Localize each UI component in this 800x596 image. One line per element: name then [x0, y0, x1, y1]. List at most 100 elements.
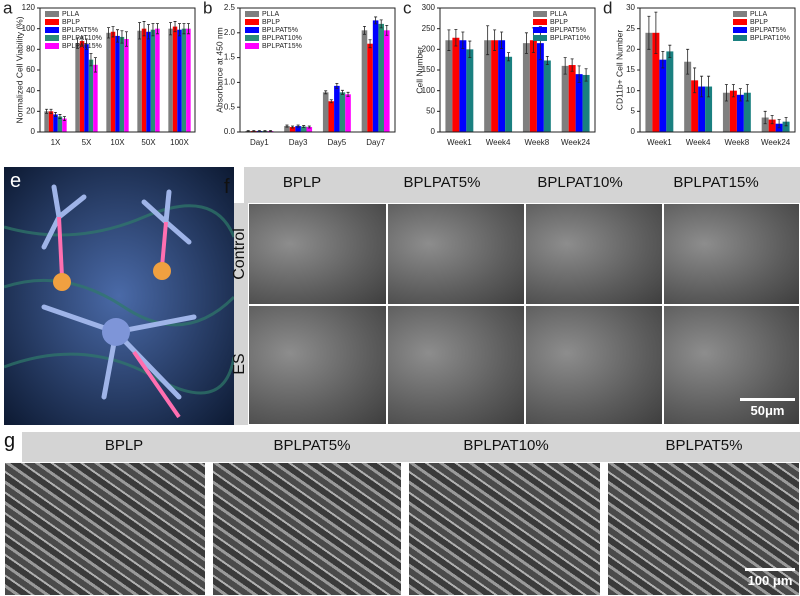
- y-tick-label: 25: [626, 24, 635, 33]
- legend-swatch: [245, 27, 259, 33]
- bar: [62, 118, 67, 132]
- column-label: BPLP: [104, 437, 144, 454]
- sem-image: [4, 462, 206, 596]
- error-bar: [486, 25, 490, 56]
- bar: [575, 74, 583, 132]
- bar: [459, 40, 467, 132]
- scale-label: 100 μm: [747, 573, 793, 588]
- error-bar: [178, 23, 181, 37]
- panel-letter: g: [4, 430, 16, 452]
- bar: [155, 28, 160, 133]
- bar: [498, 40, 506, 132]
- error-bar: [155, 23, 159, 35]
- y-tick-label: 0.0: [224, 127, 236, 136]
- error-bar: [85, 38, 88, 50]
- legend-label: BPLPAT5%: [262, 27, 298, 34]
- error-bar: [745, 84, 749, 102]
- error-bar: [570, 58, 574, 72]
- y-axis-label: Cell Number: [414, 46, 424, 93]
- error-bar: [93, 57, 97, 73]
- error-bar: [324, 90, 328, 95]
- bar: [568, 65, 576, 132]
- x-tick-label: Week4: [486, 138, 511, 147]
- bar: [491, 40, 499, 132]
- bar: [684, 61, 692, 132]
- error-bar: [468, 40, 472, 58]
- y-tick-label: 200: [422, 44, 436, 53]
- row-label: ES: [231, 353, 248, 375]
- y-axis-label: Absorbance at 450 nm: [214, 27, 224, 113]
- error-bar: [173, 21, 177, 33]
- bar: [137, 30, 142, 132]
- error-bar: [368, 39, 372, 49]
- bar: [529, 40, 537, 132]
- error-bar: [545, 55, 549, 66]
- x-tick-label: 100X: [170, 138, 189, 147]
- error-bar: [335, 82, 339, 89]
- legend-swatch: [733, 11, 747, 17]
- bar: [289, 127, 296, 132]
- y-tick-label: 120: [22, 3, 36, 12]
- bar: [729, 90, 737, 132]
- error-bar: [62, 116, 66, 122]
- bar: [328, 101, 335, 132]
- legend-label: BPLP: [550, 19, 568, 26]
- y-tick-label: 80: [26, 44, 35, 53]
- row-label: Control: [231, 228, 248, 280]
- x-tick-label: Day7: [366, 138, 385, 147]
- x-tick-label: Day5: [328, 138, 347, 147]
- x-tick-label: 50X: [141, 138, 156, 147]
- x-tick-label: Week24: [761, 138, 791, 147]
- error-bar: [524, 32, 528, 54]
- legend-swatch: [245, 19, 259, 25]
- legend-swatch: [533, 27, 547, 33]
- bar: [666, 51, 674, 132]
- bar: [295, 126, 301, 132]
- error-bar: [500, 31, 504, 49]
- bar: [57, 116, 63, 132]
- error-bar: [120, 30, 124, 44]
- scale-label: 50μm: [750, 403, 785, 418]
- error-bar: [142, 21, 146, 37]
- error-bar: [379, 19, 383, 29]
- sem-image: [248, 305, 387, 425]
- panel-letter: c: [403, 0, 412, 17]
- x-tick-label: Day1: [250, 138, 269, 147]
- x-tick-label: Week24: [561, 138, 591, 147]
- y-axis-label: Normalized Cell Viability (%): [14, 16, 24, 123]
- column-label: BPLP: [282, 174, 322, 191]
- bar: [322, 92, 329, 132]
- y-tick-label: 60: [26, 65, 35, 74]
- error-bar: [454, 29, 458, 47]
- legend-swatch: [533, 19, 547, 25]
- legend-label: BPLPAT10%: [62, 35, 102, 42]
- bar: [115, 35, 120, 132]
- bar: [522, 43, 530, 133]
- y-tick-label: 20: [26, 106, 35, 115]
- error-bar: [169, 22, 173, 36]
- legend-label: PLLA: [550, 11, 567, 18]
- legend-swatch: [45, 35, 59, 41]
- y-tick-label: 40: [26, 86, 35, 95]
- y-tick-label: 0: [431, 127, 436, 136]
- bar: [306, 127, 313, 132]
- y-tick-label: 5: [631, 106, 636, 115]
- error-bar: [770, 115, 774, 125]
- sem-image: [408, 462, 601, 596]
- legend-label: PLLA: [750, 11, 767, 18]
- bar: [88, 59, 94, 132]
- error-bar: [182, 23, 186, 35]
- bar: [768, 119, 776, 132]
- bar: [172, 26, 178, 133]
- bar: [698, 86, 706, 132]
- bar: [452, 37, 460, 133]
- y-tick-label: 100: [422, 86, 436, 95]
- bar: [110, 31, 116, 133]
- legend-swatch: [533, 35, 547, 41]
- bar: [505, 56, 513, 133]
- panel-letter: d: [603, 0, 612, 17]
- sem-image: [525, 203, 663, 305]
- bar: [361, 30, 368, 132]
